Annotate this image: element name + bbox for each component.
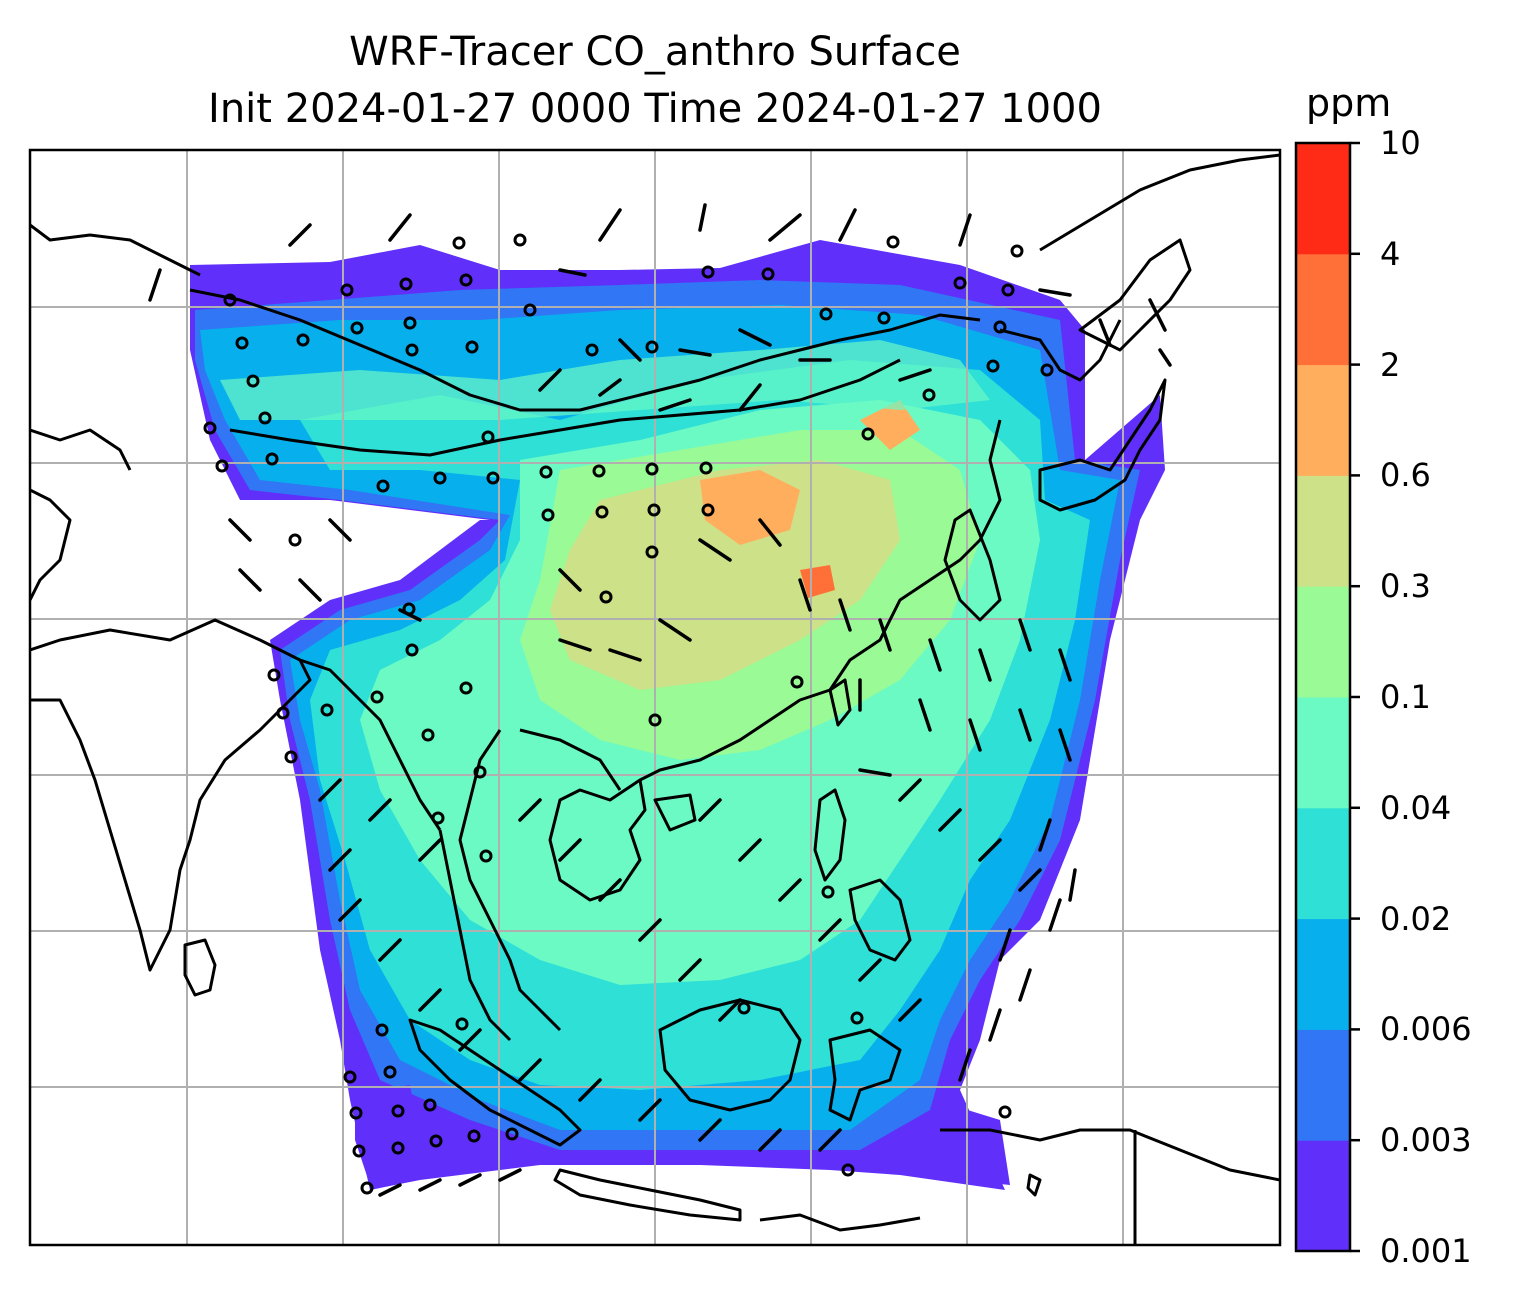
gridlines [30,150,1280,1245]
colorbar-unit: ppm [1306,81,1392,125]
colorbar-tick-label: 0.04 [1380,788,1452,827]
colorbar [1294,141,1360,1253]
map-frame [28,148,1282,1247]
colorbar-segment [1296,253,1350,366]
colorbar-segment [1296,475,1350,587]
chart-subtitle: Init 2024-01-27 0000 Time 2024-01-27 100… [208,86,1102,132]
calm-markers [203,233,1054,1195]
co-field [190,240,1165,1190]
colorbar-tick-label: 0.1 [1380,678,1431,716]
colorbar-tick-label: 10 [1380,124,1421,162]
colorbar-segment [1296,364,1350,476]
colorbar-tick-label: 0.006 [1380,1010,1472,1049]
colorbar-segment [1296,1140,1350,1252]
colorbar-tick-label: 0.6 [1380,456,1431,495]
colorbar-segment [1296,918,1350,1030]
colorbar-segment [1296,586,1350,698]
colorbar-segment [1296,697,1350,809]
colorbar-tick-label: 4 [1380,234,1401,273]
colorbar-tick-label: 0.02 [1380,899,1452,938]
colorbar-segment [1296,807,1350,920]
colorbar-tick-label: 2 [1380,345,1401,384]
wind-barbs [148,203,1172,1197]
chart-title: WRF-Tracer CO_anthro Surface [349,29,961,75]
coastlines [30,153,1280,1245]
colorbar-tick-label: 0.003 [1380,1121,1472,1160]
colorbar-tick-label: 0.001 [1380,1232,1472,1270]
colorbar-segment [1296,143,1350,255]
colorbar-tick-label: 0.3 [1380,567,1431,606]
colorbar-segment [1296,1029,1350,1141]
